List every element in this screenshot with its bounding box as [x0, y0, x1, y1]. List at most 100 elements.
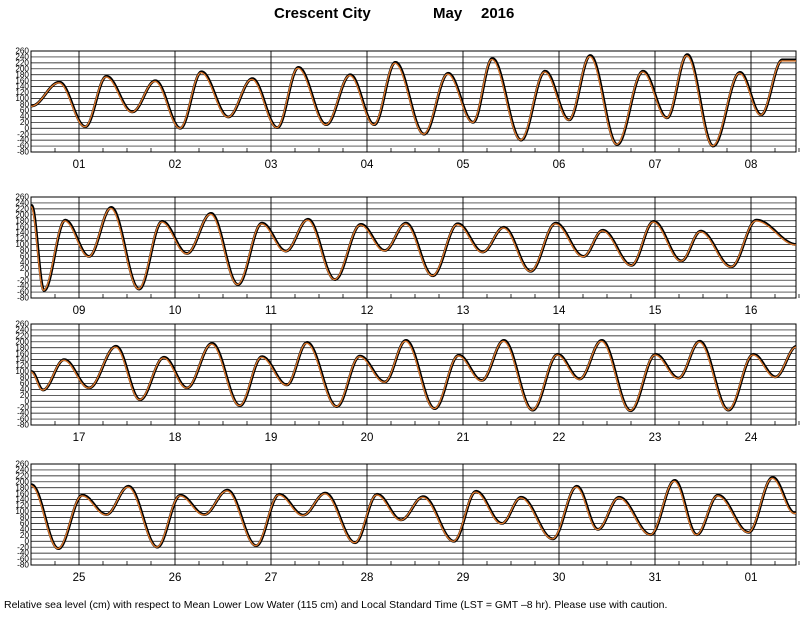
day-label: 11: [265, 305, 277, 317]
y-tick-label: 220: [15, 58, 29, 67]
y-tick-label: 20: [20, 531, 30, 540]
y-tick-label: -20: [17, 543, 29, 552]
day-label: 28: [361, 572, 374, 584]
y-tick-label: 160: [15, 349, 29, 358]
y-tick-label: 220: [15, 204, 29, 213]
y-tick-label: 20: [20, 391, 30, 400]
footnote-caption: Relative sea level (cm) with respect to …: [4, 599, 668, 611]
panel-1: -80-60-40-200204060801001201401601802002…: [15, 47, 800, 171]
day-label: 07: [649, 159, 662, 171]
y-tick-label: 180: [15, 70, 29, 79]
y-tick-label: 180: [15, 483, 29, 492]
day-label: 01: [745, 572, 758, 584]
y-tick-label: 260: [15, 193, 29, 202]
y-tick-label: 0: [24, 124, 29, 133]
y-tick-label: 160: [15, 76, 29, 85]
y-tick-label: 180: [15, 343, 29, 352]
month-title: May: [433, 5, 463, 22]
station-title: Crescent City: [274, 5, 371, 22]
y-tick-label: 20: [20, 118, 30, 127]
y-tick-label: 240: [15, 53, 29, 62]
day-label: 09: [73, 305, 86, 317]
y-tick-label: -80: [17, 561, 29, 570]
y-tick-label: 200: [15, 210, 29, 219]
y-tick-label: 120: [15, 501, 29, 510]
y-tick-label: 40: [20, 258, 30, 267]
y-tick-label: 100: [15, 507, 29, 516]
day-label: 18: [169, 432, 182, 444]
day-label: 21: [457, 432, 470, 444]
y-tick-label: 260: [15, 47, 29, 56]
day-label: 20: [361, 432, 374, 444]
day-label: 01: [73, 159, 86, 171]
y-tick-label: -60: [17, 555, 29, 564]
observed-sea-level-line: [31, 203, 796, 292]
y-tick-label: 160: [15, 489, 29, 498]
day-label: 24: [745, 432, 758, 444]
y-tick-label: 40: [20, 525, 30, 534]
y-tick-label: 260: [15, 320, 29, 329]
day-label: 17: [73, 432, 86, 444]
panel-frame: [30, 196, 797, 299]
y-tick-label: -20: [17, 130, 29, 139]
day-label: 23: [649, 432, 662, 444]
panel-3: -80-60-40-200204060801001201401601802002…: [15, 320, 800, 444]
y-tick-label: 140: [15, 495, 29, 504]
day-label: 16: [745, 305, 758, 317]
y-tick-label: 60: [20, 379, 30, 388]
y-tick-label: -60: [17, 288, 29, 297]
y-tick-label: -40: [17, 549, 29, 558]
y-tick-label: 100: [15, 94, 29, 103]
predicted-tide-line: [31, 477, 796, 550]
y-tick-label: 60: [20, 519, 30, 528]
panel-2: -80-60-40-200204060801001201401601802002…: [15, 193, 800, 317]
y-tick-label: 200: [15, 64, 29, 73]
day-label: 31: [649, 572, 662, 584]
y-tick-label: -80: [17, 421, 29, 430]
y-tick-label: 200: [15, 477, 29, 486]
y-tick-label: 60: [20, 106, 30, 115]
y-tick-label: -40: [17, 282, 29, 291]
panel-frame: [30, 323, 797, 426]
y-tick-label: 80: [20, 246, 30, 255]
day-label: 06: [553, 159, 566, 171]
y-tick-label: 240: [15, 199, 29, 208]
y-tick-label: 40: [20, 112, 30, 121]
day-label: 30: [553, 572, 566, 584]
panel-frame: [30, 50, 797, 153]
y-tick-label: 160: [15, 222, 29, 231]
y-tick-label: 60: [20, 252, 30, 261]
y-tick-label: -60: [17, 415, 29, 424]
y-tick-label: 240: [15, 326, 29, 335]
y-tick-label: 80: [20, 373, 30, 382]
day-label: 22: [553, 432, 566, 444]
y-tick-label: 240: [15, 466, 29, 475]
day-label: 26: [169, 572, 182, 584]
y-tick-label: 140: [15, 228, 29, 237]
day-label: 05: [457, 159, 470, 171]
day-label: 02: [169, 159, 182, 171]
y-tick-label: 220: [15, 331, 29, 340]
y-tick-label: 140: [15, 82, 29, 91]
y-tick-label: 80: [20, 513, 30, 522]
y-tick-label: 120: [15, 234, 29, 243]
y-tick-label: 20: [20, 264, 30, 273]
day-label: 25: [73, 572, 86, 584]
y-tick-label: 180: [15, 216, 29, 225]
day-label: 19: [265, 432, 278, 444]
y-tick-label: -80: [17, 148, 29, 157]
y-tick-label: 0: [24, 270, 29, 279]
day-label: 04: [361, 159, 374, 171]
y-tick-label: 120: [15, 361, 29, 370]
day-label: 08: [745, 159, 758, 171]
panel-4: -80-60-40-200204060801001201401601802002…: [15, 460, 800, 584]
y-tick-label: -80: [17, 294, 29, 303]
y-tick-label: 120: [15, 88, 29, 97]
y-tick-label: 0: [24, 397, 29, 406]
day-label: 14: [553, 305, 566, 317]
y-tick-label: -20: [17, 403, 29, 412]
y-tick-label: 140: [15, 355, 29, 364]
y-tick-label: 100: [15, 240, 29, 249]
day-label: 27: [265, 572, 278, 584]
